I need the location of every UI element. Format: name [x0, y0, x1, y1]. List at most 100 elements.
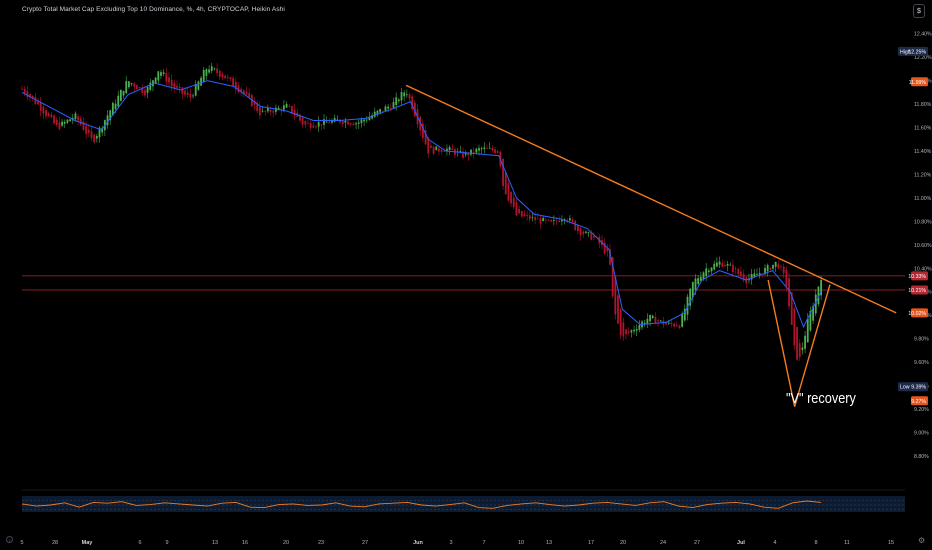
price-label-box — [911, 271, 928, 281]
candle-body — [363, 119, 365, 122]
candle-body — [55, 119, 58, 125]
candle-body — [707, 270, 710, 272]
candle-body — [528, 215, 531, 220]
candle-body — [320, 124, 323, 126]
candle-body — [341, 121, 344, 125]
candle-body — [109, 110, 112, 121]
candle-body — [718, 261, 721, 265]
y-tick-label: 10.80% — [914, 219, 932, 225]
candle-body — [443, 150, 446, 152]
candle-body — [323, 119, 325, 125]
candle-body — [424, 130, 427, 145]
rsi-band — [22, 496, 905, 512]
candle-body — [82, 121, 85, 131]
candle-body — [47, 113, 50, 117]
y-tick-label: 12.40% — [914, 32, 932, 38]
price-label-value: 10.02% — [908, 311, 926, 317]
candle-body — [585, 231, 587, 233]
candle-body — [371, 115, 374, 119]
candle-body — [176, 85, 178, 88]
x-tick-label: 15 — [888, 540, 894, 546]
candle-body — [77, 116, 80, 121]
candle-body — [229, 77, 232, 79]
candle-body — [451, 148, 454, 151]
candle-body — [181, 87, 184, 94]
x-tick-label: 13 — [546, 540, 552, 546]
candle-body — [625, 329, 627, 335]
trendline[interactable] — [405, 84, 897, 314]
candle-body — [53, 115, 55, 124]
candle-body — [475, 148, 478, 153]
candle-body — [288, 105, 291, 107]
candle-body — [253, 100, 256, 105]
x-tick-label: 27 — [694, 540, 700, 546]
candle-body — [403, 92, 406, 97]
candle-body — [531, 216, 534, 218]
candle-body — [224, 75, 227, 79]
candle-body — [400, 92, 403, 101]
x-tick-label: 20 — [283, 540, 289, 546]
candle-body — [782, 266, 785, 273]
y-axis: 12.40%12.20%12.00%11.80%11.60%11.40%11.2… — [914, 32, 932, 460]
candle-body — [552, 220, 555, 221]
candle-body — [571, 219, 574, 223]
candle-body — [526, 214, 529, 216]
candle-body — [285, 103, 288, 108]
candle-body — [427, 137, 430, 154]
candle-body — [42, 106, 45, 114]
candle-body — [304, 121, 307, 125]
candle-body — [614, 276, 617, 315]
candle-body — [472, 152, 475, 153]
candle-body — [793, 308, 796, 346]
candle-body — [37, 100, 39, 105]
candle-body — [90, 131, 93, 139]
candle-body — [344, 121, 347, 123]
candle-body — [790, 292, 793, 325]
candle-body — [184, 90, 186, 95]
candle-body — [587, 232, 590, 234]
candle-body — [440, 149, 443, 152]
candle-body — [194, 84, 197, 96]
candle-body — [603, 242, 606, 254]
timezone-button[interactable]: ? — [6, 536, 13, 543]
x-tick-label: Jun — [413, 540, 423, 546]
candle-body — [438, 148, 440, 152]
candle-body — [710, 267, 713, 272]
candle-body — [678, 325, 681, 328]
gear-icon[interactable]: ⚙ — [918, 536, 926, 545]
candle-body — [61, 121, 63, 126]
x-tick-label: 28 — [52, 540, 58, 546]
candle-body — [144, 90, 146, 96]
candle-body — [379, 109, 382, 113]
candle-body — [697, 277, 700, 285]
candle-body — [774, 261, 777, 267]
currency-button[interactable]: $ — [913, 4, 925, 18]
candle-body — [539, 218, 542, 224]
candle-body — [95, 136, 98, 139]
y-tick-label: 11.80% — [914, 102, 932, 108]
candle-body — [579, 228, 582, 236]
candle-body — [392, 102, 395, 109]
candle-body — [734, 268, 737, 270]
candle-body — [611, 257, 614, 297]
candle-body — [769, 267, 772, 270]
x-tick-label: May — [82, 540, 94, 546]
x-tick-label: 20 — [620, 540, 626, 546]
candle-body — [566, 220, 569, 221]
x-tick-label: 13 — [212, 540, 218, 546]
candle-body — [753, 273, 756, 277]
v-recovery-shape[interactable] — [767, 279, 831, 407]
candle-body — [405, 94, 408, 96]
candle-body — [266, 108, 269, 112]
price-label-box — [898, 46, 928, 56]
candle-body — [165, 73, 168, 82]
candle-body — [504, 172, 507, 195]
price-label-box — [911, 285, 928, 295]
candle-body — [355, 123, 357, 125]
candle-body — [269, 109, 272, 112]
candle-body — [512, 197, 515, 208]
rsi-pane — [21, 489, 905, 512]
candle-body — [291, 105, 293, 114]
candle-body — [609, 249, 611, 265]
